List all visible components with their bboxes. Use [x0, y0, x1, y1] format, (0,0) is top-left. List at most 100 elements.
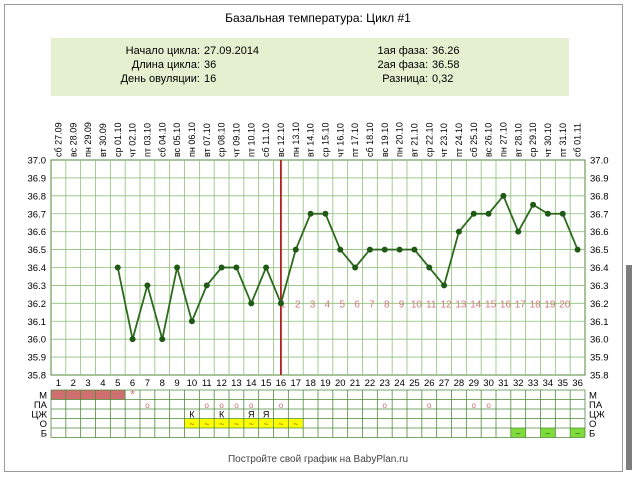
y-tick-label-right: 36.7 [590, 209, 609, 220]
temperature-point [381, 246, 388, 253]
temperature-segment [354, 249, 371, 269]
date-label: чт 30.10 [543, 123, 553, 157]
y-tick-label-right: 36.3 [590, 281, 609, 292]
y-axis-labels: 37.0 37.0 36.9 36.9 36.8 36.8 36.7 36.7 36.6 36.6… [28, 156, 609, 382]
temperature-point [248, 300, 255, 307]
date-label: сб 01.11 [573, 123, 583, 157]
ovulation-day-value: 16 [204, 73, 216, 85]
date-label: вс 05.10 [172, 123, 182, 157]
temperature-segment [265, 267, 282, 304]
day-number-label: 19 [320, 378, 331, 389]
table-row-label-left: М [39, 390, 47, 401]
cj-mark: Я [263, 409, 270, 419]
difference-value: 0,32 [432, 73, 453, 85]
day-number-label: 20 [335, 378, 346, 389]
temperature-segment [413, 249, 430, 269]
day-number-label: 25 [409, 378, 420, 389]
day-number-label: 8 [160, 378, 165, 389]
temperature-segment [502, 195, 520, 233]
y-tick-label-left: 36.7 [28, 209, 47, 220]
temperature-point [129, 336, 136, 343]
temperature-segment [561, 213, 579, 250]
star-mark: * [130, 387, 135, 401]
cycle-length-value: 36 [204, 59, 216, 71]
temperature-point [144, 282, 151, 289]
menstruation-cell [65, 390, 81, 400]
b-mark: ~ [516, 428, 521, 438]
date-label: ср 08.10 [217, 122, 227, 157]
temperature-point [441, 282, 448, 289]
cj-mark: К [219, 409, 225, 419]
temperature-segment [428, 266, 445, 286]
date-labels: сб 27.09 вс 28.09 пн 29.09 вт 30.09 ср 01.10… [53, 122, 582, 157]
day-number-label: 27 [439, 378, 450, 389]
date-label: пн 06.10 [187, 122, 197, 157]
o-cell [229, 418, 244, 428]
temperature-point [396, 246, 403, 253]
day-number-label: 3 [85, 378, 90, 389]
day-number-label: 30 [483, 378, 494, 389]
o-mark: ~ [249, 419, 254, 429]
phase-day-number: 13 [455, 299, 467, 310]
temperature-point [352, 264, 359, 271]
phase-day-number: 9 [399, 299, 405, 310]
plot-grid [50, 159, 586, 376]
table-row-label-right: ЦЖ [589, 409, 605, 420]
date-label: вт 21.10 [409, 123, 419, 157]
temperature-point [337, 246, 344, 253]
temperature-segment [146, 285, 164, 340]
temperature-point [292, 246, 299, 253]
o-cell [258, 418, 274, 428]
phase-day-number: 2 [295, 299, 301, 310]
y-tick-label-right: 35.9 [590, 353, 609, 364]
y-tick-label-left: 36.5 [28, 245, 47, 256]
phase-day-number: 16 [500, 299, 512, 310]
temperature-point [500, 192, 507, 199]
date-label: ср 29.10 [528, 122, 538, 157]
temperature-point [411, 246, 418, 253]
date-label: чт 23.10 [439, 123, 449, 157]
date-label: чт 09.10 [231, 123, 241, 157]
day-number-label: 15 [261, 378, 272, 389]
phase-day-number: 3 [310, 299, 316, 310]
phase-day-number: 8 [384, 299, 390, 310]
temperature-point [485, 210, 492, 217]
day-number-label: 28 [454, 378, 465, 389]
scrollbar[interactable] [626, 265, 632, 470]
date-label: пн 29.09 [83, 122, 93, 157]
date-label: пн 20.10 [395, 122, 405, 157]
phase-day-number: 10 [411, 299, 423, 310]
temperature-point [470, 210, 477, 217]
y-tick-label-right: 36.6 [590, 227, 609, 238]
date-label: сб 25.10 [469, 122, 479, 157]
phase-day-number: 18 [530, 299, 542, 310]
day-number-label: 9 [174, 378, 179, 389]
day-number-label: 16 [276, 378, 287, 389]
y-tick-label-left: 36.2 [28, 299, 47, 310]
temperature-point [426, 264, 433, 271]
footer-text[interactable]: Постройте свой график на BabyPlan.ru [228, 453, 408, 465]
temperature-segment [324, 213, 342, 250]
pa-mark: o [279, 401, 284, 410]
date-label: ср 01.10 [113, 122, 123, 157]
date-label: ср 15.10 [320, 122, 330, 157]
temperature-point [559, 210, 566, 217]
info-box-bg [51, 38, 569, 96]
cycle-start-value: 27.09.2014 [204, 45, 259, 57]
day-number-label: 7 [145, 378, 150, 389]
temperature-point [574, 246, 581, 253]
day-number-label: 21 [350, 378, 361, 389]
o-cell [243, 418, 259, 428]
phase-day-number: 19 [544, 299, 556, 310]
day-number-label: 5 [115, 378, 120, 389]
y-tick-label-left: 36.6 [28, 227, 47, 238]
pa-mark: o [383, 401, 388, 410]
temperature-point [159, 336, 166, 343]
date-label: пт 31.10 [558, 123, 568, 157]
temperature-segment [517, 204, 534, 233]
b-mark: ~ [545, 428, 550, 438]
pa-mark: o [234, 401, 239, 410]
phase-day-number: 7 [369, 299, 375, 310]
temperature-point [544, 210, 551, 217]
